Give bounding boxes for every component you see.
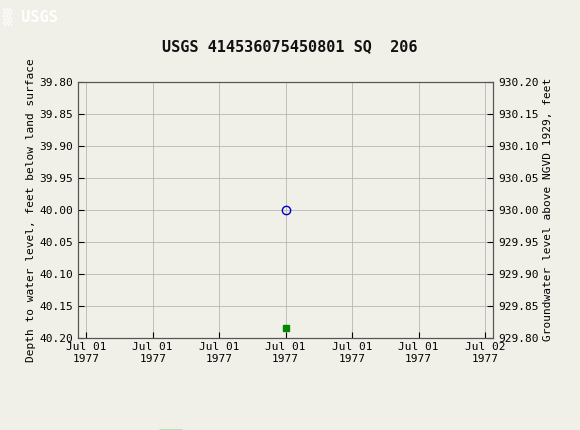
Text: USGS 414536075450801 SQ  206: USGS 414536075450801 SQ 206 [162,39,418,54]
Y-axis label: Groundwater level above NGVD 1929, feet: Groundwater level above NGVD 1929, feet [542,78,553,341]
Legend: Period of approved data: Period of approved data [155,426,350,430]
Text: ▒ USGS: ▒ USGS [3,9,57,26]
Y-axis label: Depth to water level, feet below land surface: Depth to water level, feet below land su… [26,58,35,362]
